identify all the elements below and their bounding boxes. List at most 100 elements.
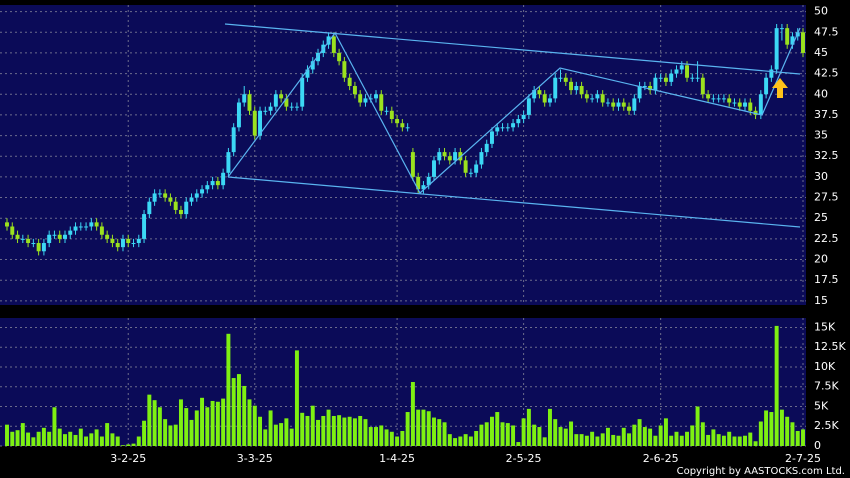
candle-body [801, 32, 805, 53]
candle-body [416, 176, 421, 190]
volume-bar [194, 410, 199, 446]
candle-body [685, 65, 690, 78]
volume-bar [300, 412, 305, 446]
volume-bar [178, 399, 183, 446]
volume-bar [685, 431, 690, 446]
volume-bar [105, 423, 110, 446]
volume-bar [632, 424, 637, 446]
candle-body [663, 77, 668, 82]
volume-bar [126, 444, 131, 446]
candle-body [658, 77, 663, 79]
candle-body [89, 222, 94, 227]
candle-body [337, 52, 342, 62]
candle-body [516, 119, 521, 124]
volume-bar [627, 433, 632, 446]
candle-body [442, 152, 447, 157]
volume-bar [574, 434, 579, 446]
candle-body [226, 152, 231, 173]
x-tick-label: 2-6-25 [643, 452, 679, 465]
volume-bar [263, 429, 268, 446]
y-tick-label: 40 [814, 87, 828, 100]
volume-bar [347, 416, 352, 446]
volume-bar [294, 350, 299, 446]
y-tick-label: 45 [814, 46, 828, 59]
volume-bar [437, 419, 442, 446]
y2-tick-label: 0 [814, 439, 821, 452]
volume-bar [405, 412, 410, 446]
candle-body [194, 193, 199, 198]
candle-body [15, 234, 20, 239]
candle-body [779, 28, 784, 30]
volume-bar [210, 400, 215, 446]
trendline [224, 23, 801, 75]
candle-body [563, 77, 568, 82]
candle-body [178, 209, 183, 215]
volume-bar [94, 429, 99, 446]
candle-body [57, 234, 62, 239]
volume-bar [89, 433, 94, 446]
candle-body [247, 94, 252, 111]
candle-body [526, 98, 531, 115]
candle-body [147, 201, 152, 215]
volume-bar [131, 443, 136, 446]
volume-bar [316, 419, 320, 446]
volume-bar [184, 408, 189, 446]
y-tick-label: 35 [814, 129, 828, 142]
volume-bar [779, 409, 784, 446]
candle-body [142, 214, 147, 239]
y2-tick-label: 10K [814, 360, 836, 373]
volume-bar [611, 434, 616, 446]
volume-bar [84, 436, 89, 446]
volume-bar [721, 435, 726, 446]
candle-body [716, 98, 721, 100]
volume-bar [553, 419, 558, 446]
volume-bar [57, 428, 62, 446]
candle-body [410, 152, 415, 177]
volume-bar [706, 434, 711, 446]
volume-bar [163, 419, 168, 446]
candle-body [395, 119, 400, 124]
candle-body [99, 226, 104, 235]
volume-bar [737, 436, 742, 446]
y2-tick-label: 2.5K [814, 419, 839, 432]
y-tick-label: 17.5 [814, 273, 839, 286]
volume-bar [584, 435, 589, 446]
volume-bar [221, 398, 226, 446]
volume-bar [479, 424, 484, 446]
volume-bar [352, 418, 357, 446]
volume-bar [5, 424, 9, 446]
volume-bar [711, 429, 716, 446]
volume-bar [258, 416, 263, 446]
candle-body [648, 85, 653, 91]
candle-body [173, 201, 178, 210]
y-tick-label: 37.5 [814, 108, 839, 121]
x-tick-label: 3-2-25 [110, 452, 146, 465]
volume-bar [226, 333, 231, 446]
volume-bar [205, 407, 210, 446]
candle-body [674, 69, 679, 74]
candle-body [120, 238, 125, 248]
candle-body [205, 185, 210, 190]
candle-body [758, 94, 763, 115]
volume-bar [621, 427, 626, 446]
volume-bar [416, 409, 421, 446]
candle-body [790, 36, 795, 45]
candle-body [115, 243, 120, 248]
volume-bar [15, 430, 20, 446]
volume-bar [200, 397, 205, 446]
candle-body [637, 85, 642, 99]
volume-bar [73, 434, 78, 446]
y-tick-label: 20 [814, 253, 828, 266]
candle-body [110, 238, 115, 244]
trendline [227, 176, 801, 228]
candle-body [695, 77, 700, 79]
candle-body [737, 102, 742, 107]
candle-body [453, 152, 458, 161]
volume-bar [136, 436, 141, 446]
candle-body [252, 110, 257, 136]
candle-body [84, 226, 89, 228]
volume-bar [716, 434, 721, 446]
volume-bar [547, 408, 552, 446]
volume-bar [600, 433, 605, 446]
volume-bar [653, 435, 658, 446]
